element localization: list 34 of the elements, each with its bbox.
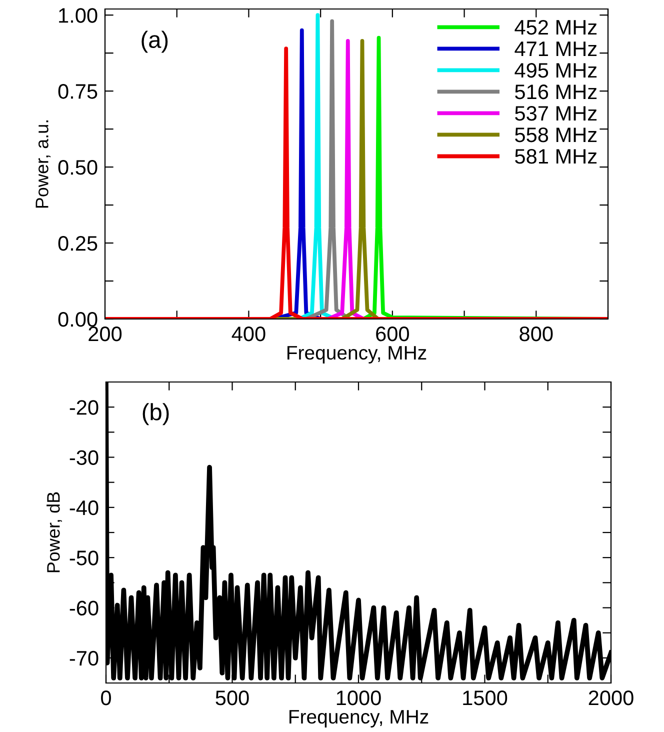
legend-label: 537 MHz	[515, 106, 597, 121]
x-axis-title: Frequency, MHz	[290, 710, 428, 728]
x-tick-label: 200	[88, 326, 122, 342]
x-tick-label: 1500	[463, 690, 508, 706]
y-tick-label: 0.00	[58, 312, 98, 327]
x-tick-label: 400	[232, 326, 266, 342]
annotation: (b)	[142, 403, 169, 426]
legend-label: 452 MHz	[514, 20, 597, 35]
legend-label: 581 MHz	[515, 148, 597, 164]
x-axis-title: Frequency, MHz	[288, 346, 426, 364]
x-tick-label: 500	[216, 690, 249, 706]
x-tick-label: 600	[376, 326, 409, 342]
y-tick-label: 0.50	[58, 160, 98, 175]
y-tick-label: 0.75	[58, 84, 98, 99]
y-tick-label: -50	[70, 550, 98, 566]
x-tick-label: 1000	[336, 690, 381, 706]
y-tick-label: -70	[70, 650, 98, 666]
y-tick-label: 1.00	[59, 8, 98, 23]
y-tick-label: -60	[70, 600, 98, 616]
x-tick-label: 0	[101, 690, 111, 706]
y-axis-title: Power, dB	[46, 492, 62, 572]
y-tick-label: -40	[70, 500, 98, 516]
annotation: (a)	[142, 30, 168, 53]
line-series	[106, 382, 611, 680]
y-tick-label: -30	[70, 450, 98, 466]
x-tick-label: 2000	[588, 690, 634, 706]
legend-label: 558 MHz	[515, 127, 597, 142]
legend-label: 471 MHz	[514, 42, 597, 56]
x-tick-label: 800	[520, 326, 553, 342]
y-tick-label: 0.25	[58, 236, 98, 251]
y-tick-label: -20	[70, 400, 98, 415]
legend-label: 495 MHz	[514, 62, 597, 78]
legend-label: 516 MHz	[515, 84, 597, 100]
y-axis-title: Power, a.u.	[36, 120, 51, 208]
